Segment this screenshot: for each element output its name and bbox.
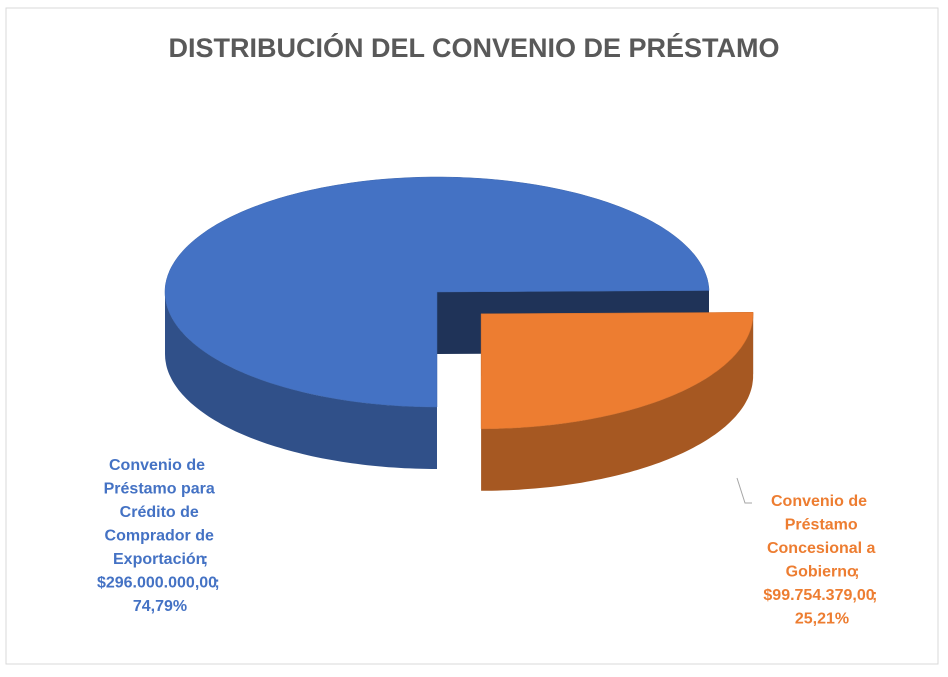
label-separator: ;	[214, 575, 219, 592]
label-separator: ;	[872, 587, 877, 604]
slice-wall	[481, 313, 754, 491]
slice	[480, 312, 754, 430]
slice-wall	[165, 292, 437, 469]
data-label-percent: 25,21%	[795, 611, 849, 628]
chart-title: DISTRIBUCIÓN DEL CONVENIO DE PRÉSTAMO	[168, 32, 779, 63]
data-label-value: $296.000.000,00	[97, 575, 217, 592]
leader-line	[736, 477, 752, 504]
slice	[164, 176, 710, 408]
data-label-value: $99.754.379,00	[763, 587, 874, 604]
label-separator: ;	[203, 551, 208, 568]
data-label-percent: 74,79%	[133, 598, 187, 615]
data-label-category: Convenio de Préstamo para Crédito de Com…	[99, 457, 215, 568]
label-separator: ;	[854, 564, 859, 581]
data-label-category: Convenio de Préstamo Concesional a Gobie…	[763, 493, 876, 581]
